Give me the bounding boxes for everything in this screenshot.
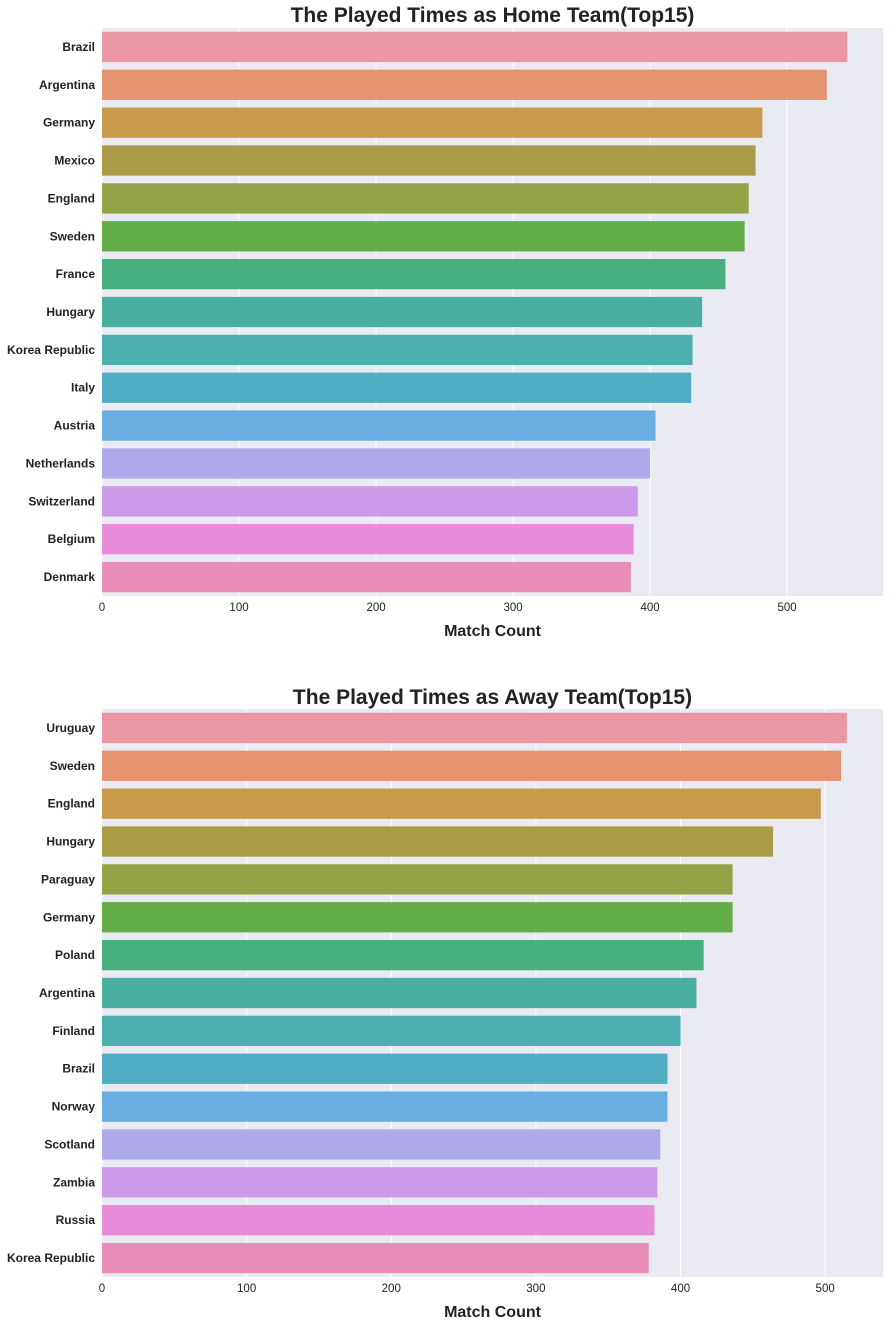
x-tick-label: 0 [99, 602, 105, 614]
y-category-label: Netherlands [26, 456, 96, 470]
y-category-label: Uruguay [46, 721, 95, 735]
x-axis-label: Match Count [444, 623, 542, 640]
bar [102, 939, 704, 971]
bar [102, 524, 634, 555]
y-category-label: Brazil [62, 1062, 95, 1076]
bar [102, 145, 756, 176]
bar [102, 750, 842, 781]
bar [102, 31, 848, 63]
y-category-label: Argentina [39, 986, 95, 1000]
y-category-label: Mexico [54, 154, 95, 168]
y-category-label: Argentina [39, 78, 95, 92]
y-category-label: England [48, 797, 95, 811]
x-tick-label: 400 [671, 1283, 690, 1295]
y-category-label: Brazil [62, 40, 95, 54]
bar [102, 788, 821, 819]
x-tick-label: 0 [99, 1283, 105, 1295]
bar [102, 296, 703, 328]
bar [102, 334, 693, 366]
away-team-chart-svg: 0 100 200 300 400 500 Uruguay Sweden England Hung… [7, 686, 883, 1321]
y-category-label: Paraguay [41, 872, 95, 886]
y-category-label: Switzerland [28, 494, 95, 508]
bar [102, 1091, 668, 1122]
bar [102, 183, 749, 214]
x-tick-label: 200 [382, 1283, 401, 1295]
x-tick-label: 300 [503, 602, 522, 614]
y-category-label: Finland [52, 1024, 95, 1038]
x-axis-label: Match Count [444, 1304, 542, 1321]
chart-title: The Played Times as Away Team(Top15) [293, 686, 692, 709]
bar [102, 902, 733, 933]
bar [102, 1242, 649, 1274]
x-tick-label: 400 [640, 602, 659, 614]
bar [102, 864, 733, 895]
chart-title: The Played Times as Home Team(Top15) [291, 4, 695, 27]
x-tick-label: 500 [777, 602, 796, 614]
y-category-label: Germany [43, 116, 95, 130]
y-category-label: Sweden [50, 229, 95, 243]
bar [102, 448, 651, 479]
y-category-label: Russia [56, 1213, 96, 1227]
y-category-label: Norway [52, 1100, 96, 1114]
x-tick-label: 300 [526, 1283, 545, 1295]
bar [102, 826, 774, 857]
y-category-label: Germany [43, 910, 95, 924]
bar [102, 410, 656, 441]
home-team-chart: 0 100 200 300 400 500 Brazil Argentina Germany Me… [0, 0, 890, 650]
y-category-label: France [56, 267, 96, 281]
y-category-label: Belgium [48, 532, 95, 546]
bar [102, 69, 827, 100]
y-category-label: Austria [54, 419, 96, 433]
bar [102, 486, 638, 517]
away-team-chart: 0 100 200 300 400 500 Uruguay Sweden England Hung… [0, 680, 890, 1327]
home-team-chart-svg: 0 100 200 300 400 500 Brazil Argentina Germany Me… [7, 4, 883, 640]
bar [102, 1167, 658, 1198]
bar [102, 221, 745, 252]
y-category-label: Denmark [44, 570, 96, 584]
bar [102, 977, 697, 1009]
y-category-label: Scotland [44, 1137, 95, 1151]
y-category-label: Hungary [46, 305, 95, 319]
y-category-label: Italy [71, 381, 95, 395]
bar [102, 107, 763, 138]
y-category-label: Poland [55, 948, 95, 962]
bar [102, 258, 726, 290]
bar [102, 1205, 655, 1236]
y-category-label: Hungary [46, 835, 95, 849]
x-tick-label: 100 [237, 1283, 256, 1295]
bar [102, 561, 631, 593]
y-category-label: Zambia [53, 1175, 95, 1189]
bar [102, 712, 847, 744]
y-category-label: England [48, 191, 95, 205]
y-category-label: Korea Republic [7, 343, 95, 357]
x-tick-label: 100 [229, 602, 248, 614]
y-category-label: Sweden [50, 759, 95, 773]
bar [102, 1129, 661, 1160]
x-tick-label: 200 [366, 602, 385, 614]
y-category-label: Korea Republic [7, 1251, 95, 1265]
bar [102, 1015, 681, 1047]
bar [102, 1053, 668, 1084]
x-tick-label: 500 [816, 1283, 835, 1295]
bar [102, 372, 692, 403]
